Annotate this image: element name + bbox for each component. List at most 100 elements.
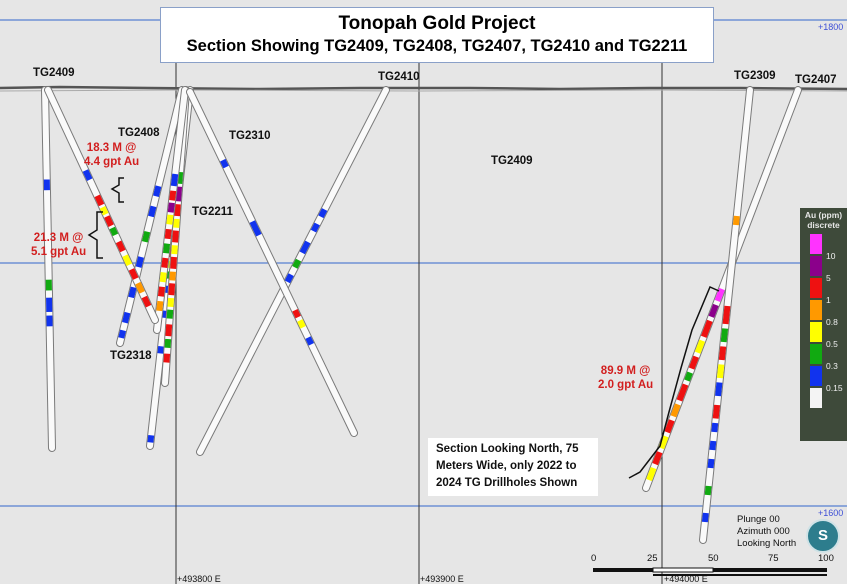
title-box: Tonopah Gold Project Section Showing TG2… — [160, 7, 714, 63]
assay-interval — [82, 169, 93, 181]
assay-interval — [676, 383, 689, 402]
assay-interval — [175, 186, 183, 202]
assay-interval — [722, 305, 731, 325]
assay-interval — [161, 257, 169, 268]
drillhole-tg2211 — [153, 86, 189, 334]
assay-interval — [709, 440, 717, 451]
assay-interval — [99, 206, 109, 216]
legend-swatch — [810, 366, 822, 386]
legend-level-label: 5 — [826, 273, 831, 283]
drillhole-tg2410 — [196, 86, 390, 456]
assay-interval — [159, 272, 167, 283]
intercept-label-b: 21.3 M @ 5.1 gpt Au — [31, 231, 86, 259]
view-orientation: Plunge 00 Azimuth 000 Looking North — [737, 514, 796, 550]
drillhole-tg2407 — [642, 86, 802, 492]
label-tg2410: TG2410 — [378, 71, 420, 83]
legend-title: Au (ppm) — [804, 210, 843, 220]
drillhole-trace — [197, 87, 389, 455]
assay-interval — [118, 329, 127, 339]
assay-interval — [135, 281, 145, 294]
drillhole-trace — [187, 89, 357, 436]
topography-surface — [0, 85, 847, 91]
assay-interval — [167, 297, 175, 308]
legend-level-label: 0.5 — [826, 339, 838, 349]
assay-interval — [720, 328, 729, 343]
assay-interval — [173, 204, 181, 217]
legend-swatch — [810, 322, 822, 342]
assay-interval — [169, 190, 177, 201]
assay-interval — [170, 256, 178, 269]
assay-interval — [166, 214, 174, 225]
assay-interval — [168, 283, 176, 296]
assay-interval — [156, 300, 164, 312]
intercept-a-length: 18.3 M @ — [86, 142, 137, 154]
assay-interval — [166, 309, 174, 319]
assay-interval — [305, 336, 315, 346]
assay-interval — [700, 319, 713, 338]
legend-swatch — [810, 300, 822, 320]
assay-interval — [167, 202, 175, 213]
assay-interval — [711, 422, 719, 433]
assay-interval — [249, 220, 262, 237]
assay-interval — [664, 419, 675, 434]
scale-tick-100: 100 — [818, 553, 834, 564]
assay-interval — [299, 240, 311, 255]
label-tg2310: TG2310 — [229, 130, 271, 142]
easting-label-493900: +493900 E — [420, 574, 464, 584]
label-tg2309: TG2309 — [734, 70, 776, 82]
easting-label-493800: +493800 E — [177, 574, 221, 584]
assay-interval — [128, 268, 139, 280]
legend-subtitle: discrete — [807, 220, 840, 230]
intercept-a-grade: 4.4 gpt Au — [84, 156, 140, 168]
assay-interval — [718, 346, 727, 361]
assay-interval — [164, 228, 172, 240]
assay-interval — [115, 240, 126, 253]
drillhole-tg2409-left — [41, 86, 56, 452]
intercept-b-length: 21.3 M @ — [33, 232, 84, 244]
assay-interval — [318, 208, 328, 219]
assay-interval — [284, 273, 294, 284]
label-tg2409-left: TG2409 — [33, 67, 75, 79]
assay-interval — [297, 319, 306, 329]
intercept-b-grade: 5.1 gpt Au — [31, 246, 87, 258]
scale-bar-right — [713, 568, 827, 572]
intercept-label-c: 89.9 M @ 2.0 gpt Au — [598, 364, 653, 392]
assay-interval — [157, 286, 166, 297]
drillhole-tg2409-steep — [44, 86, 159, 324]
assay-interval — [715, 382, 723, 397]
assay-interval — [684, 371, 693, 382]
label-tg2408: TG2408 — [118, 127, 160, 139]
intercept-label-a: 18.3 M @ 4.4 gpt Au — [84, 141, 139, 169]
assay-interval — [164, 285, 171, 294]
legend-swatch — [810, 278, 822, 298]
drillhole-trace — [42, 87, 55, 451]
assay-interval — [220, 158, 229, 169]
assay-interval — [135, 256, 144, 268]
intercept-c-grade: 2.0 gpt Au — [598, 379, 654, 391]
legend-level-label: 0.8 — [826, 317, 838, 327]
assay-interval — [171, 245, 178, 255]
assay-interval — [716, 364, 725, 379]
assay-interval — [169, 271, 176, 281]
label-tg2409-mid: TG2409 — [491, 155, 533, 167]
intercept-bracket-a — [110, 177, 124, 203]
assay-interval — [310, 222, 320, 233]
assay-interval — [147, 434, 155, 443]
assay-interval — [161, 310, 169, 319]
grade-legend: Au (ppm) discrete 10 5 1 0.8 0.5 0.3 0.15 — [800, 208, 847, 441]
assay-interval — [109, 226, 119, 237]
legend-swatch — [810, 256, 822, 276]
assay-interval — [658, 435, 669, 450]
assay-interval — [176, 171, 184, 184]
elevation-label-bottom: +1600 — [818, 508, 844, 518]
assay-interval — [707, 458, 715, 469]
assay-interval — [165, 324, 173, 337]
note-line-1: Section Looking North, 75 — [436, 443, 579, 455]
assay-interval — [164, 338, 172, 349]
label-tg2211: TG2211 — [192, 206, 233, 218]
assay-interval — [128, 286, 137, 299]
scale-bar-mid — [652, 567, 714, 573]
intercept-bracket-c — [628, 286, 720, 479]
assay-interval — [670, 403, 681, 418]
